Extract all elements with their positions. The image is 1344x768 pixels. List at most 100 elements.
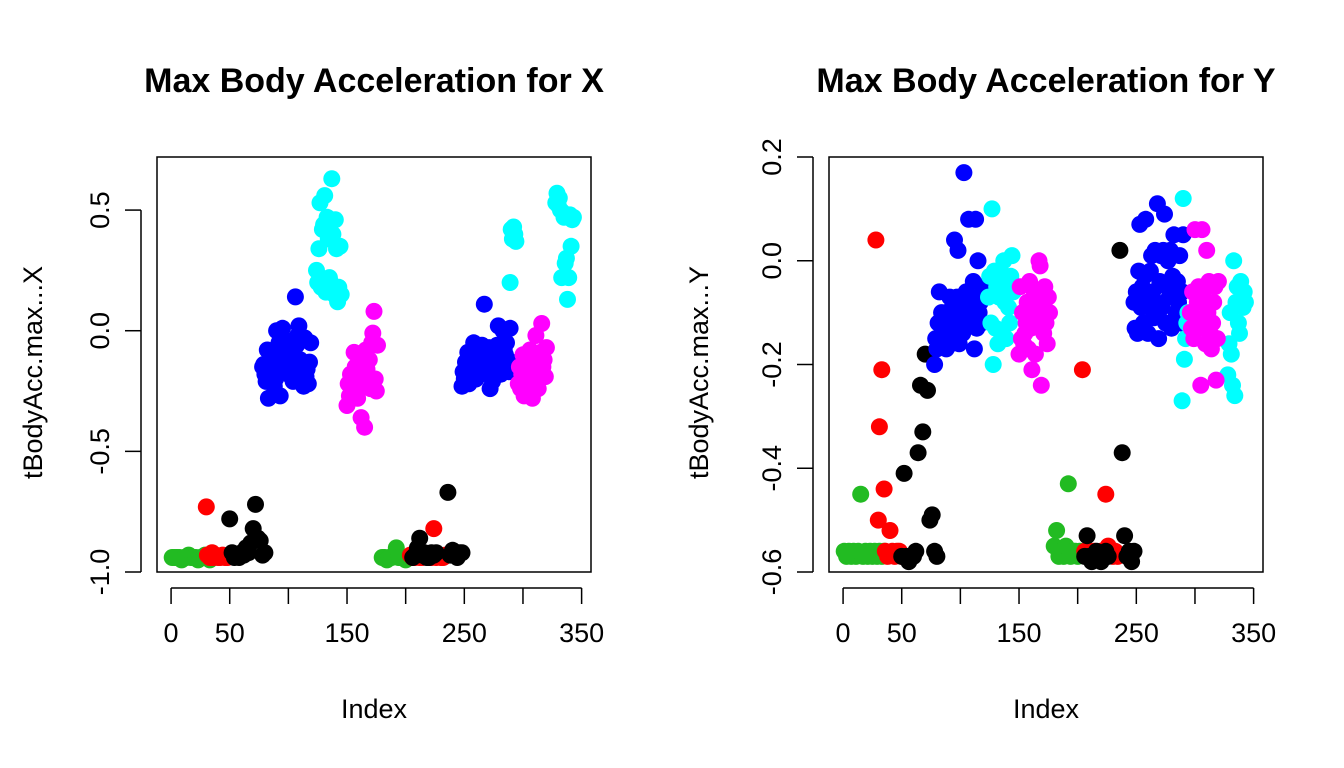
- point-cyan: [1222, 345, 1240, 363]
- point-cyan: [1003, 247, 1021, 265]
- point-cyan: [984, 356, 1002, 373]
- point-blue: [271, 387, 289, 405]
- point-cyan: [1225, 252, 1243, 270]
- x-tick-label: 250: [442, 618, 487, 648]
- x-axis-label: Index: [341, 694, 408, 724]
- point-magenta: [533, 315, 551, 332]
- point-cyan: [1174, 190, 1192, 207]
- point-blue: [926, 356, 944, 373]
- point-magenta: [360, 351, 378, 369]
- point-red: [873, 361, 891, 379]
- chart-title: Max Body Acceleration for Y: [816, 62, 1275, 100]
- point-magenta: [365, 302, 383, 320]
- point-cyan: [1173, 392, 1191, 410]
- point-black: [221, 510, 239, 528]
- point-blue: [498, 334, 515, 352]
- point-magenta: [1039, 288, 1057, 306]
- point-black: [923, 506, 941, 524]
- point-magenta: [1207, 371, 1225, 389]
- y-tick-label: -0.6: [757, 549, 787, 596]
- y-tick-label: 0.0: [85, 312, 115, 350]
- point-magenta: [369, 336, 386, 354]
- point-blue: [1150, 330, 1168, 348]
- point-black: [907, 542, 925, 560]
- point-magenta: [1031, 257, 1049, 275]
- point-blue: [501, 319, 519, 337]
- x-tick-label: 350: [1231, 618, 1276, 648]
- point-blue: [949, 241, 967, 259]
- point-black: [895, 464, 913, 482]
- point-magenta: [1204, 314, 1222, 332]
- point-magenta: [1208, 330, 1226, 348]
- point-red: [1073, 361, 1091, 379]
- x-tick-label: 50: [887, 618, 917, 648]
- x-tick-label: 50: [215, 618, 245, 648]
- point-blue: [967, 210, 985, 228]
- x-tick-label: 0: [164, 618, 179, 648]
- point-cyan: [331, 237, 349, 255]
- y-axis-label: tBodyAcc.max...X: [18, 266, 48, 479]
- point-blue: [475, 295, 493, 313]
- point-magenta: [537, 339, 555, 357]
- y-axis-label: tBodyAcc.max...Y: [684, 266, 714, 479]
- point-cyan: [501, 274, 519, 291]
- point-magenta: [1192, 376, 1210, 394]
- point-cyan: [564, 208, 582, 226]
- point-red: [197, 498, 215, 516]
- point-black: [1113, 444, 1131, 462]
- point-magenta: [1038, 335, 1056, 353]
- point-cyan: [323, 170, 341, 188]
- point-green: [1048, 522, 1066, 539]
- point-cyan: [1000, 298, 1017, 316]
- point-black: [247, 495, 264, 513]
- point-red: [867, 231, 885, 249]
- point-cyan: [316, 187, 334, 205]
- x-axis-label: Index: [1013, 694, 1080, 724]
- y-tick-label: 0.0: [757, 242, 787, 280]
- point-black: [928, 547, 946, 565]
- point-blue: [1156, 205, 1173, 223]
- point-blue: [286, 288, 304, 306]
- point-blue: [299, 375, 317, 393]
- point-cyan: [1226, 387, 1244, 405]
- scatter-points: [163, 170, 582, 569]
- point-blue: [1137, 210, 1155, 228]
- point-black: [1116, 527, 1134, 545]
- point-cyan: [1231, 324, 1248, 342]
- point-black: [439, 483, 457, 501]
- point-black: [1111, 241, 1129, 259]
- point-magenta: [356, 418, 374, 436]
- point-blue: [965, 340, 983, 358]
- x-tick-label: 250: [1114, 618, 1159, 648]
- scatter-points: [835, 164, 1254, 571]
- point-red: [870, 418, 888, 436]
- chart-title: Max Body Acceleration for X: [144, 62, 604, 100]
- point-cyan: [1236, 293, 1254, 311]
- point-magenta: [1198, 241, 1216, 259]
- point-red: [875, 480, 893, 498]
- point-black: [453, 544, 471, 562]
- x-axis: 0 50 150 250 350 Index: [836, 587, 1276, 724]
- panel-x: Max Body Acceleration for X 0 50 150 250 350 I…: [18, 62, 604, 724]
- point-black: [1125, 542, 1143, 560]
- point-cyan: [1001, 314, 1019, 332]
- point-red: [1097, 485, 1115, 503]
- point-black: [1099, 547, 1117, 565]
- x-tick-label: 0: [836, 618, 851, 648]
- x-axis: 0 50 150 250 350 Index: [164, 587, 604, 724]
- point-magenta: [1026, 345, 1044, 363]
- point-magenta: [1041, 304, 1058, 322]
- x-tick-label: 150: [324, 618, 369, 648]
- point-black: [1078, 527, 1096, 545]
- point-magenta: [536, 368, 554, 386]
- point-black: [909, 444, 927, 462]
- point-cyan: [1175, 350, 1193, 368]
- point-green: [852, 485, 870, 503]
- y-tick-label: -0.4: [757, 445, 787, 492]
- y-axis: -0.6 -0.4 -0.2 0.0 0.2 tBodyAcc.max...Y: [684, 138, 814, 596]
- y-tick-label: -1.0: [85, 549, 115, 596]
- point-blue: [969, 252, 987, 270]
- x-tick-label: 350: [559, 618, 604, 648]
- plot-frame: [156, 156, 592, 573]
